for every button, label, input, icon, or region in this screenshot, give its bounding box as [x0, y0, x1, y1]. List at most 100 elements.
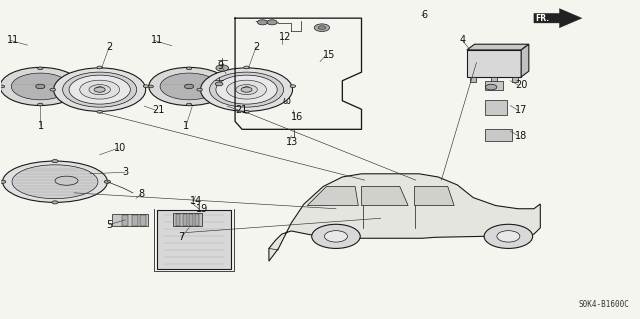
Ellipse shape	[236, 85, 257, 95]
Polygon shape	[534, 9, 582, 28]
Ellipse shape	[200, 68, 292, 111]
Bar	[467, 50, 521, 77]
Circle shape	[148, 85, 154, 88]
Text: 15: 15	[323, 50, 335, 60]
Text: 1: 1	[38, 121, 44, 131]
Text: ω: ω	[282, 96, 290, 106]
Text: 14: 14	[190, 196, 203, 206]
Circle shape	[38, 103, 43, 106]
Text: 13: 13	[286, 137, 298, 147]
Circle shape	[143, 85, 148, 87]
Text: 3: 3	[122, 167, 128, 177]
Text: S0K4-B1600C: S0K4-B1600C	[579, 300, 630, 309]
Text: 21: 21	[236, 105, 248, 115]
Polygon shape	[521, 44, 529, 77]
Circle shape	[485, 84, 497, 90]
Polygon shape	[467, 44, 529, 50]
Bar	[189, 214, 193, 226]
Ellipse shape	[0, 67, 81, 106]
Bar	[157, 210, 230, 269]
Circle shape	[97, 110, 102, 113]
Circle shape	[312, 224, 360, 249]
Ellipse shape	[3, 161, 108, 202]
Circle shape	[0, 85, 4, 88]
Ellipse shape	[12, 73, 69, 100]
Bar	[470, 77, 476, 82]
Text: 17: 17	[515, 105, 527, 115]
Circle shape	[184, 84, 194, 89]
Polygon shape	[415, 187, 454, 205]
Ellipse shape	[80, 80, 120, 99]
Bar	[484, 81, 502, 90]
Text: 2: 2	[253, 42, 259, 52]
Text: 9: 9	[218, 61, 224, 71]
Ellipse shape	[227, 80, 266, 99]
Bar	[182, 214, 186, 226]
Text: 2: 2	[106, 42, 112, 52]
Text: 1: 1	[182, 121, 189, 131]
Circle shape	[97, 66, 102, 69]
Circle shape	[225, 85, 230, 88]
Text: 12: 12	[278, 32, 291, 42]
Ellipse shape	[55, 176, 78, 185]
Bar	[484, 129, 511, 141]
Bar	[140, 215, 147, 226]
Circle shape	[267, 20, 277, 25]
Bar	[491, 77, 497, 82]
Text: 18: 18	[515, 131, 527, 141]
Circle shape	[50, 88, 56, 91]
Circle shape	[52, 201, 58, 204]
Text: 16: 16	[291, 112, 303, 122]
Circle shape	[290, 85, 296, 87]
Text: 7: 7	[178, 232, 184, 242]
Polygon shape	[307, 187, 358, 205]
Text: 11: 11	[151, 35, 163, 45]
Bar	[132, 215, 138, 226]
Circle shape	[104, 180, 111, 183]
Ellipse shape	[241, 87, 252, 92]
Ellipse shape	[69, 75, 131, 104]
Text: 21: 21	[153, 105, 165, 115]
Circle shape	[244, 66, 250, 69]
Circle shape	[186, 67, 192, 70]
Circle shape	[38, 67, 43, 70]
Ellipse shape	[209, 72, 284, 107]
Text: 19: 19	[195, 204, 208, 214]
Text: 6: 6	[421, 10, 427, 20]
Circle shape	[324, 231, 348, 242]
Bar	[122, 215, 129, 226]
Bar	[113, 214, 148, 226]
Ellipse shape	[216, 75, 277, 104]
Ellipse shape	[54, 68, 146, 111]
Ellipse shape	[89, 85, 111, 95]
Ellipse shape	[149, 67, 229, 106]
Bar	[195, 214, 199, 226]
Polygon shape	[269, 174, 540, 261]
Text: 10: 10	[115, 143, 127, 153]
Circle shape	[497, 231, 520, 242]
Circle shape	[36, 84, 45, 89]
Circle shape	[244, 110, 250, 113]
Circle shape	[0, 180, 6, 183]
Circle shape	[52, 160, 58, 163]
Bar	[511, 77, 518, 82]
Ellipse shape	[12, 165, 98, 199]
Ellipse shape	[160, 73, 218, 100]
Circle shape	[314, 24, 330, 32]
Ellipse shape	[63, 72, 137, 107]
Polygon shape	[362, 187, 408, 205]
Text: 20: 20	[515, 80, 527, 90]
Text: FR.: FR.	[535, 14, 549, 23]
Circle shape	[318, 26, 326, 30]
Circle shape	[216, 65, 228, 71]
Bar	[176, 214, 180, 226]
Bar	[484, 100, 507, 115]
Circle shape	[257, 20, 268, 25]
Text: 11: 11	[7, 35, 19, 45]
Text: 4: 4	[460, 35, 465, 45]
Circle shape	[197, 88, 202, 91]
Text: 5: 5	[106, 219, 112, 230]
Ellipse shape	[94, 87, 105, 92]
Circle shape	[215, 82, 223, 86]
Circle shape	[484, 224, 532, 249]
